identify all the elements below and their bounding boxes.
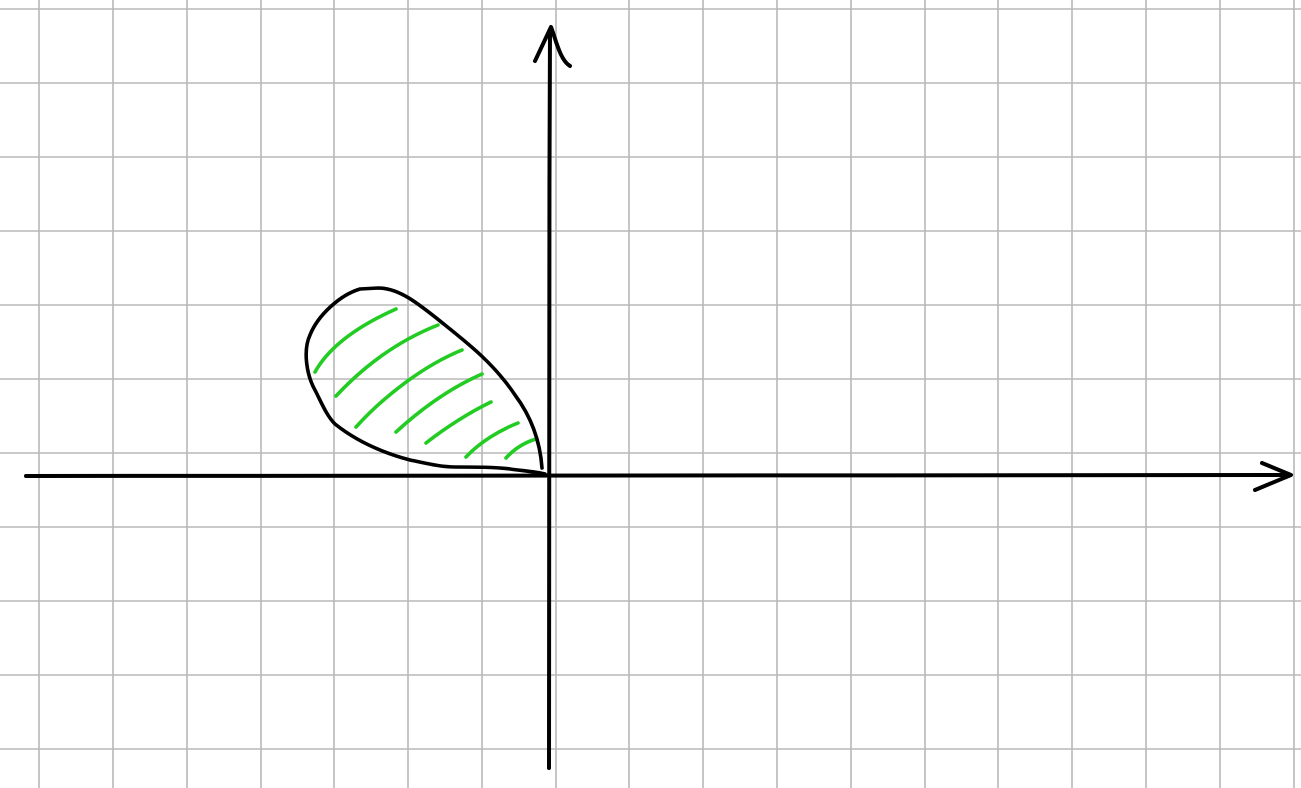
hatch-line [394, 372, 484, 434]
hatch-line [504, 437, 538, 460]
hatch-line [313, 307, 398, 374]
coordinate-axes [24, 25, 1293, 770]
hatch-line [464, 421, 520, 459]
region-hatching [313, 307, 538, 460]
hatch-line [354, 348, 464, 429]
y-axis-arrowhead [533, 25, 572, 68]
hatch-line [334, 323, 440, 398]
hatch-line [424, 400, 493, 445]
x-axis-arrowhead [1253, 461, 1293, 492]
region-outline [304, 286, 547, 476]
y-axis [546, 28, 552, 770]
x-axis [24, 473, 1292, 478]
shaded-region [304, 286, 547, 476]
